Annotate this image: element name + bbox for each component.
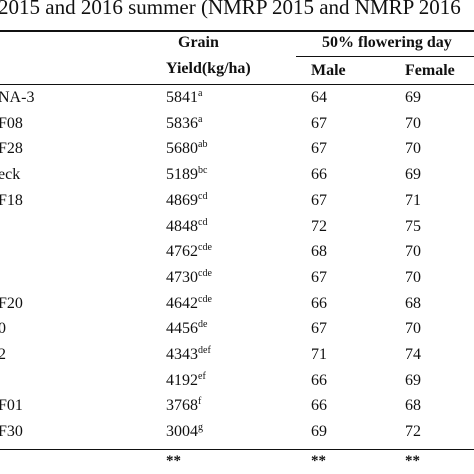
row-yield: 4456de	[166, 320, 207, 338]
yield-value: 4730	[166, 268, 198, 286]
row-male: 67	[311, 114, 327, 132]
yield-value: 5189	[166, 166, 198, 184]
yield-value: 4192	[166, 371, 198, 389]
row-name: eck	[0, 166, 21, 184]
row-name: F20	[0, 294, 23, 312]
row-yield: 4192ef	[166, 370, 206, 390]
row-name: NA-3	[0, 89, 35, 106]
significance-male: **	[311, 453, 326, 469]
header-male: Male	[311, 62, 346, 79]
yield-value: 5836	[166, 114, 198, 132]
row-yield: 3768f	[166, 397, 201, 415]
row-male: 67	[311, 140, 327, 158]
yield-letter: ef	[198, 370, 206, 382]
row-female: 70	[405, 268, 421, 286]
row-name: 0	[0, 320, 6, 338]
yield-letter: g	[198, 422, 203, 434]
row-female: 71	[405, 191, 421, 209]
row-yield: 4762cde	[166, 243, 212, 261]
row-yield: 5189bc	[166, 166, 207, 184]
row-name: F30	[0, 423, 23, 441]
row-female: 70	[405, 243, 421, 261]
yield-letter: ab	[198, 139, 208, 151]
significance-female: **	[405, 453, 420, 469]
row-male: 68	[311, 243, 327, 261]
row-name: F28	[0, 140, 23, 158]
row-female: 70	[405, 140, 421, 158]
row-name: 2	[0, 346, 6, 363]
row-name: F18	[0, 191, 23, 209]
row-female: 69	[405, 89, 421, 106]
significance-yield: **	[166, 453, 181, 469]
row-female: 74	[405, 346, 421, 363]
row-male: 72	[311, 217, 327, 235]
row-yield: 4642cde	[166, 293, 212, 313]
row-male: 67	[311, 268, 327, 286]
yield-value: 4848	[166, 217, 198, 235]
yield-value: 5841	[166, 89, 198, 106]
row-male: 64	[311, 89, 327, 106]
row-yield: 4730cde	[166, 267, 212, 287]
yield-value: 3768	[166, 397, 198, 415]
row-female: 68	[405, 294, 421, 312]
row-name: F08	[0, 114, 23, 132]
header-yield: Yield(kg/ha)	[166, 60, 251, 77]
row-male: 66	[311, 397, 327, 415]
row-name: F01	[0, 397, 23, 415]
yield-value: 4456	[166, 320, 198, 338]
row-yield: 4869cd	[166, 190, 208, 210]
bottom-rule	[0, 449, 474, 450]
yield-value: 4343	[166, 346, 198, 363]
row-yield: 5836a	[166, 113, 203, 133]
row-female: 69	[405, 371, 421, 389]
row-male: 71	[311, 346, 327, 363]
row-female: 68	[405, 397, 421, 415]
row-yield: 4343def	[166, 346, 211, 364]
row-female: 69	[405, 166, 421, 184]
top-rule	[0, 30, 474, 32]
yield-letter: de	[198, 319, 208, 331]
row-female: 72	[405, 423, 421, 441]
header-female: Female	[405, 62, 455, 79]
row-male: 66	[311, 371, 327, 389]
yield-letter: cde	[198, 293, 212, 305]
yield-letter: cde	[198, 242, 212, 254]
row-male: 67	[311, 191, 327, 209]
yield-value: 4762	[166, 243, 198, 261]
table-caption: 2015 and 2016 summer (NMRP 2015 and NMRP…	[0, 0, 461, 19]
yield-letter: bc	[198, 165, 208, 177]
yield-value: 3004	[166, 423, 198, 441]
row-yield: 5841a	[166, 89, 202, 107]
header-grain: Grain	[178, 34, 219, 51]
row-male: 67	[311, 320, 327, 338]
row-male: 66	[311, 166, 327, 184]
header-flowering: 50% flowering day	[322, 34, 452, 51]
row-female: 70	[405, 114, 421, 132]
row-yield: 3004g	[166, 423, 203, 441]
yield-letter: a	[198, 113, 203, 125]
yield-letter: f	[198, 396, 202, 408]
yield-value: 5680	[166, 140, 198, 158]
yield-letter: a	[198, 88, 203, 99]
row-yield: 4848cd	[166, 216, 208, 236]
yield-letter: cd	[198, 216, 208, 228]
yield-letter: def	[198, 345, 211, 356]
yield-letter: cde	[198, 267, 212, 279]
row-male: 66	[311, 294, 327, 312]
yield-value: 4642	[166, 294, 198, 312]
row-female: 70	[405, 320, 421, 338]
yield-value: 4869	[166, 191, 198, 209]
yield-letter: cd	[198, 190, 208, 202]
row-male: 69	[311, 423, 327, 441]
flowering-subrule	[296, 56, 474, 57]
row-yield: 5680ab	[166, 140, 207, 158]
header-rule	[0, 84, 474, 85]
row-female: 75	[405, 217, 421, 235]
